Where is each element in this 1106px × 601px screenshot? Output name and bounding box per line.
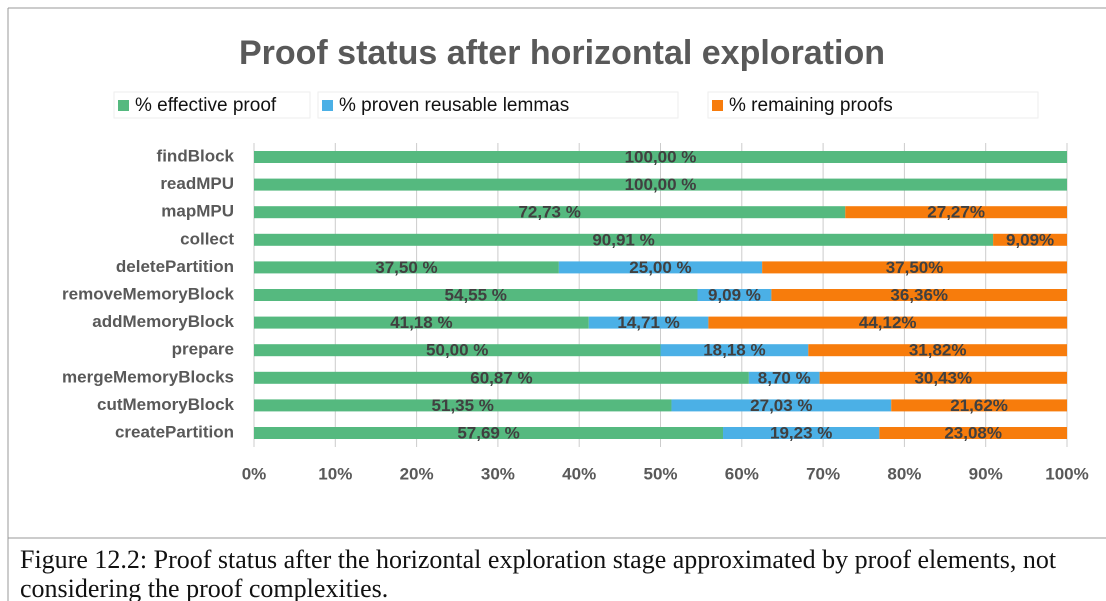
bar-segment: [993, 233, 1067, 246]
bar-segment: [708, 316, 1068, 329]
bar-segment: [254, 316, 589, 329]
caption: Figure 12.2: Proof status after the hori…: [20, 545, 1057, 601]
chart-title: Proof status after horizontal exploratio…: [239, 34, 885, 72]
bar-segment: [254, 289, 698, 301]
bar-segment: [748, 371, 820, 384]
value-label: 41,18 %: [390, 313, 452, 332]
bar-segment: [254, 344, 661, 357]
legend-swatch: [118, 100, 129, 111]
y-tick-label: prepare: [172, 340, 234, 359]
value-label: 72,73 %: [518, 203, 580, 222]
x-tick-label: 0%: [242, 464, 267, 483]
value-label: 51,35 %: [432, 396, 494, 415]
x-tick-label: 40%: [562, 464, 596, 483]
value-label: 37,50 %: [375, 258, 437, 277]
value-label: 21,62%: [950, 396, 1008, 415]
y-tick-label: findBlock: [157, 146, 235, 165]
value-label: 100,00 %: [625, 175, 697, 194]
y-tick-label: removeMemoryBlock: [62, 284, 235, 303]
x-tick-label: 50%: [643, 464, 677, 483]
bar-segment: [879, 427, 1067, 439]
x-tick-label: 60%: [725, 464, 759, 483]
bar-segment: [771, 289, 1067, 301]
value-label: 19,23 %: [770, 423, 832, 442]
value-label: 9,09%: [1006, 230, 1054, 249]
value-label: 100,00 %: [625, 147, 697, 166]
bar-segment: [808, 344, 1067, 357]
bar-segment: [819, 371, 1067, 384]
value-label: 57,69 %: [457, 423, 519, 442]
bar-segment: [697, 289, 772, 301]
value-label: 36,36%: [890, 285, 948, 304]
value-label: 54,55 %: [445, 285, 507, 304]
x-tick-label: 10%: [318, 464, 352, 483]
bar-segment: [254, 178, 1067, 191]
y-tick-label: createPartition: [115, 422, 234, 441]
y-tick-label: addMemoryBlock: [92, 312, 234, 331]
value-label: 30,43%: [914, 368, 972, 387]
value-label: 18,18 %: [703, 341, 765, 360]
bar-segment: [671, 399, 892, 412]
bar-segment: [762, 261, 1067, 274]
legend-box: [113, 91, 311, 119]
value-label: 25,00 %: [629, 258, 691, 277]
legend-label: % proven reusable lemmas: [339, 95, 569, 116]
legend-box: [317, 91, 679, 119]
x-tick-label: 100%: [1045, 464, 1088, 483]
value-label: 31,82%: [909, 341, 967, 360]
legend-swatch: [712, 100, 723, 111]
value-label: 23,08%: [944, 423, 1002, 442]
value-label: 27,27%: [927, 203, 985, 222]
bar-segment: [845, 206, 1067, 219]
y-tick-label: readMPU: [160, 174, 234, 193]
x-tick-label: 90%: [969, 464, 1003, 483]
y-tick-label: collect: [180, 229, 234, 248]
value-label: 37,50%: [886, 258, 944, 277]
y-tick-label: cutMemoryBlock: [97, 395, 235, 414]
bar-segment: [254, 261, 559, 274]
x-tick-label: 20%: [400, 464, 434, 483]
legend-box: [707, 91, 1039, 119]
value-label: 14,71 %: [617, 313, 679, 332]
bar-segment: [254, 233, 994, 246]
bar-segment: [558, 261, 763, 274]
value-label: 90,91 %: [592, 230, 654, 249]
bar-segment: [254, 371, 749, 384]
bar-segment: [660, 344, 809, 357]
bar-segment: [891, 399, 1067, 412]
value-label: 9,09 %: [708, 285, 761, 304]
bar-segment: [254, 427, 724, 439]
value-label: 8,70 %: [758, 368, 811, 387]
value-label: 60,87 %: [470, 368, 532, 387]
value-label: 50,00 %: [426, 341, 488, 360]
value-label: 44,12%: [859, 313, 917, 332]
bar-segment: [588, 316, 709, 329]
x-tick-label: 80%: [887, 464, 921, 483]
legend-label: % remaining proofs: [729, 95, 893, 116]
y-tick-label: mapMPU: [161, 202, 234, 221]
legend-label: % effective proof: [135, 95, 277, 116]
legend-swatch: [322, 100, 333, 111]
value-label: 27,03 %: [750, 396, 812, 415]
y-tick-label: deletePartition: [116, 257, 234, 276]
x-tick-label: 30%: [481, 464, 515, 483]
bar-segment: [723, 427, 880, 439]
x-tick-label: 70%: [806, 464, 840, 483]
bar-segment: [254, 399, 672, 412]
bar-segment: [254, 206, 846, 219]
y-tick-label: mergeMemoryBlocks: [62, 367, 234, 386]
bar-segment: [254, 151, 1067, 163]
